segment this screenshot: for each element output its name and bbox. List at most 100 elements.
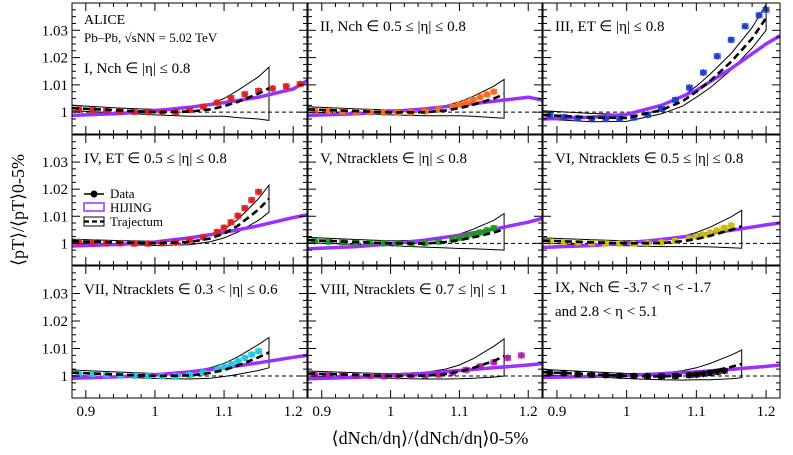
data-point (484, 91, 490, 98)
panel-frame (307, 2, 543, 135)
data-point (658, 106, 665, 112)
data-point (221, 224, 227, 231)
data-point (518, 352, 525, 359)
y-tick-label: 1.03 (42, 287, 68, 303)
panel-title: IX, Nch ∈ -3.7 < η < -1.7 (555, 280, 712, 296)
data-point (721, 225, 728, 231)
y-tick-label: 1.03 (42, 155, 68, 171)
panel-frame (307, 134, 543, 266)
y-axis-title: ⟨pT⟩/⟨pT⟩0-5% (8, 154, 28, 266)
hijing-curve (72, 79, 307, 118)
panel-plot-area (543, 349, 780, 381)
panel-title: IV, ET ∈ 0.5 ≤ |η| ≤ 0.8 (84, 151, 227, 167)
panel-frame (71, 265, 308, 399)
trajectum-curve (72, 197, 270, 245)
legend: Data HIJING Trajectum (83, 186, 163, 229)
panel-title: VI, Ntracklets ∈ 0.5 ≤ |η| ≤ 0.8 (555, 151, 743, 167)
panel-title: II, Nch ∈ 0.5 ≤ |η| ≤ 0.8 (320, 19, 466, 35)
data-point (228, 95, 234, 101)
data-point (700, 231, 707, 238)
data-point (214, 229, 220, 235)
legend-data-marker (90, 190, 98, 198)
legend-item-hijing: HIJING (83, 200, 152, 215)
trajectum-curve (308, 93, 505, 114)
trajectum-curve (72, 87, 270, 114)
data-point (728, 37, 735, 43)
hijing-curve (72, 353, 307, 380)
data-point (228, 219, 234, 226)
legend-hijing-label: HIJING (110, 200, 152, 215)
x-tick-label: 1 (387, 404, 395, 420)
x-tick-label: 1.2 (284, 404, 303, 420)
hijing-curve (543, 221, 780, 250)
x-tick-label: 0.9 (548, 404, 567, 420)
data-point (200, 103, 207, 110)
x-tick-label: 1.2 (519, 404, 538, 420)
data-point (235, 358, 241, 364)
x-tick-label: 1.1 (215, 404, 234, 420)
panel-9: 0.9 1 1.1 1.2 IX, Nch ∈ -3.7 < η < -1.7 and 2… (542, 265, 781, 420)
data-point (728, 222, 735, 229)
panel-frame (542, 265, 781, 399)
panel-title-line2: and 2.8 < η < 5.1 (555, 304, 658, 320)
data-point (616, 372, 623, 379)
x-tick-label: 1 (151, 404, 159, 420)
panel-6: VI, Ntracklets ∈ 0.5 ≤ |η| ≤ 0.8 (542, 134, 781, 266)
y-tick-label: 1.01 (42, 209, 68, 225)
data-point (714, 227, 721, 234)
data-point (456, 235, 463, 241)
x-tick-label: 1.2 (757, 404, 776, 420)
data-point (248, 351, 255, 358)
data-point (707, 229, 714, 236)
trajectum-curve (543, 17, 768, 120)
panel-title: III, ET ∈ |η| ≤ 0.8 (555, 19, 664, 35)
panel-4: 1 1.01 1.02 1.03 IV, ET ∈ 0.5 ≤ |η| ≤ 0.8 (42, 134, 308, 266)
hijing-curve (543, 34, 780, 121)
data-point (491, 88, 497, 95)
y-tick-label: 1 (61, 236, 69, 252)
data-point (241, 205, 248, 211)
y-tick-label: 1.02 (42, 182, 68, 198)
data-point (686, 84, 693, 91)
panel-title: I, Nch ∈ |η| ≤ 0.8 (84, 61, 190, 77)
experiment-label: ALICE (84, 13, 125, 28)
data-point (214, 99, 220, 106)
legend-data-label: Data (110, 186, 135, 201)
hijing-curve (308, 95, 542, 118)
data-point (228, 361, 234, 367)
data-point (463, 99, 470, 106)
data-point (269, 85, 276, 92)
data-point (700, 69, 707, 76)
x-tick-label: 1.1 (450, 404, 469, 420)
y-tick-label: 1.01 (42, 342, 68, 358)
hijing-curve (543, 363, 780, 380)
y-tick-label: 1.02 (42, 51, 68, 67)
panel-frame (542, 2, 781, 135)
data-point (714, 53, 721, 60)
data-point (504, 355, 511, 361)
x-tick-label: 0.9 (76, 404, 95, 420)
panel-5: V, Ntracklets ∈ |η| ≤ 0.8 (307, 134, 543, 266)
x-tick-label: 1.1 (687, 404, 706, 420)
panel-title: VII, Ntracklets ∈ 0.3 < |η| ≤ 0.6 (84, 282, 278, 298)
data-point (235, 212, 241, 219)
data-point (742, 23, 748, 29)
y-tick-label: 1 (61, 369, 69, 385)
hijing-curve (308, 216, 542, 251)
panel-8: 0.9 1 1.1 1.2 VIII, Ntracklets ∈ 0.7 ≤ |η| ≤… (307, 265, 543, 420)
y-tick-label: 1 (61, 105, 69, 121)
legend-item-trajectum: Trajectum (83, 214, 163, 229)
data-point (484, 227, 490, 234)
data-point (561, 370, 567, 377)
x-axis-title: ⟨dNch/dη⟩/⟨dNch/dη⟩0-5% (332, 428, 529, 448)
data-point (456, 101, 463, 108)
panel-title: V, Ntracklets ∈ |η| ≤ 0.8 (320, 151, 467, 167)
trajectum-curve (308, 355, 505, 378)
data-point (422, 372, 428, 379)
hijing-curve (308, 361, 542, 381)
legend-trajectum-label: Trajectum (110, 214, 163, 229)
trajectum-curve (543, 362, 743, 378)
data-point (477, 363, 483, 370)
panels-layer: 1 1.01 1.02 1.03 I, Nch ∈ |η| ≤ 0.8 II, Nch ∈… (42, 2, 781, 420)
